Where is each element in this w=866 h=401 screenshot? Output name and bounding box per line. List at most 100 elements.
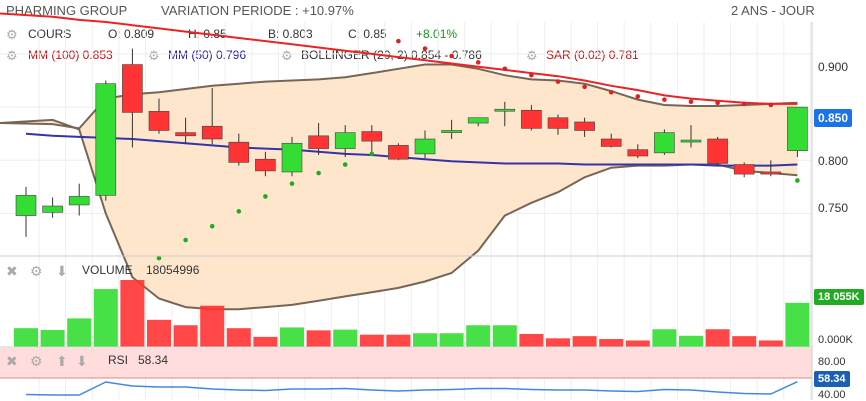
candle-body (15, 195, 37, 216)
candle-body (627, 149, 649, 157)
candle-body (42, 205, 63, 213)
mm50-line (25, 132, 798, 167)
arrow-up-icon[interactable]: ⬆ (56, 353, 68, 369)
volume-bar (572, 336, 597, 347)
gear-icon[interactable]: ⚙ (30, 263, 43, 279)
sar-dot (289, 181, 295, 186)
rsi-panel-header: ✖ ⚙ ⬆ ⬇ RSI 58.34 (6, 353, 168, 370)
volume-bar (652, 329, 677, 347)
sar-dot (715, 100, 720, 106)
candle-body (95, 83, 117, 196)
volume-bar (147, 319, 171, 347)
volume-value: 18054996 (146, 263, 200, 277)
gear-icon[interactable]: ⚙ (6, 27, 18, 42)
instrument-name: PHARMING GROUP (6, 3, 128, 18)
gear-icon[interactable]: ⚙ (148, 48, 160, 63)
open-value: O: 0.809 (108, 27, 155, 41)
volume-bar (439, 333, 464, 347)
volume-bar (280, 327, 304, 347)
volume-bar (67, 318, 92, 347)
volume-bar (93, 289, 118, 347)
sar-dot (369, 151, 375, 157)
quote-row: ⚙ COURS O: 0.809 H: 0.85 B: 0.803 C: 0.8… (6, 27, 457, 43)
volume-tick: 0.000K (818, 334, 853, 346)
close-value: C: 0.85 (348, 27, 387, 41)
candle-body (201, 125, 223, 140)
sar-dot (183, 237, 188, 243)
rsi-value: 58.34 (138, 353, 169, 367)
sar-dot (635, 94, 641, 99)
candle-body (228, 141, 250, 163)
sar-dot (662, 97, 667, 102)
sar-dot (342, 162, 348, 167)
volume-bar (785, 302, 810, 347)
volume-bar (758, 340, 783, 347)
rsi-tick: 80.00 (818, 356, 846, 368)
volume-bar (226, 328, 251, 347)
candle-body (281, 142, 303, 173)
volume-panel-header: ✖ ⚙ ⬇ VOLUME 18054996 (6, 263, 199, 280)
chart-header: PHARMING GROUP VARIATION PERIODE : +10.9… (0, 0, 866, 22)
sar-dot (795, 178, 800, 183)
volume-bar (599, 339, 624, 347)
sar-dot (582, 84, 587, 90)
bollinger-band-fill (0, 64, 798, 310)
candle-body (175, 132, 196, 137)
sar-dot (263, 194, 268, 199)
candle-body (255, 158, 276, 172)
mm100-line (0, 12, 798, 105)
volume-value-box: 18 055K (814, 289, 864, 305)
candle-body (308, 135, 329, 149)
mm50-label: MM (50) 0.796 (168, 48, 247, 62)
volume-bar (679, 335, 703, 347)
candle-body (547, 117, 569, 129)
candle-body (600, 138, 622, 147)
volume-bar (253, 336, 278, 347)
volume-bar (519, 333, 544, 347)
sar-dot (529, 72, 534, 78)
gear-icon[interactable]: ⚙ (30, 353, 43, 369)
sar-dot (555, 79, 561, 84)
gear-icon[interactable]: ⚙ (6, 48, 18, 63)
candle-body (414, 138, 436, 155)
sar-dot (688, 99, 694, 105)
sar-dot (156, 255, 162, 261)
volume-bar (413, 333, 437, 347)
gear-icon[interactable]: ⚙ (281, 48, 293, 63)
bollinger-upper-line (0, 63, 798, 130)
candle-body (68, 196, 90, 206)
arrow-down-icon[interactable]: ⬇ (56, 263, 68, 279)
gear-icon[interactable]: ⚙ (526, 48, 538, 63)
rsi-line (25, 381, 798, 396)
sar-dot (608, 89, 614, 95)
volume-bar (14, 328, 38, 347)
candle-body (760, 171, 782, 175)
volume-bar (359, 334, 384, 347)
volume-bar (386, 334, 411, 347)
candle-body (441, 130, 462, 133)
volume-bar (466, 325, 491, 347)
volume-bar (625, 340, 650, 347)
arrow-down-icon[interactable]: ⬇ (76, 353, 88, 369)
mm100-label: MM (100) 0.853 (28, 48, 113, 62)
candle-body (787, 106, 808, 152)
sar-dot (768, 102, 774, 108)
candle-body (654, 132, 675, 154)
change-value: +8.01% (416, 27, 458, 41)
sar-dot (475, 60, 481, 65)
sar-dot (209, 223, 215, 229)
volume-bar (333, 329, 358, 347)
candle-body (334, 132, 356, 149)
close-icon[interactable]: ✖ (6, 263, 18, 279)
period-selector[interactable]: 2 ANS - JOUR (731, 3, 815, 18)
low-value: B: 0.803 (268, 27, 313, 41)
sar-dot (449, 53, 454, 59)
volume-bar (173, 325, 198, 347)
close-icon[interactable]: ✖ (6, 353, 18, 369)
sar-label: SAR (0.02) 0.781 (546, 48, 639, 62)
sar-dot (316, 170, 321, 176)
rsi-label: RSI (108, 353, 129, 367)
rsi-overbought-zone (0, 348, 812, 378)
volume-bar (40, 329, 65, 347)
